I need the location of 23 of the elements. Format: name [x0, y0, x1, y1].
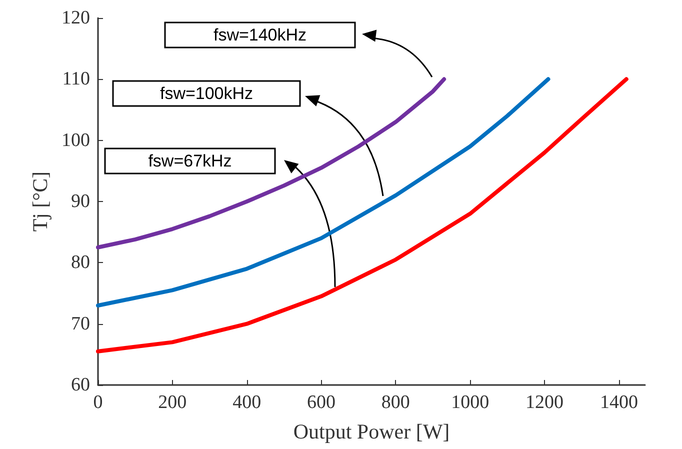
- x-tick-label: 1000: [451, 392, 490, 413]
- x-tick-label: 0: [93, 392, 103, 413]
- annotation: fsw=100kHz: [160, 84, 254, 103]
- x-tick-label: 600: [307, 392, 336, 413]
- y-axis-title: Tj [°C]: [28, 171, 52, 232]
- y-tick-label: 90: [71, 191, 90, 212]
- line-series: [96, 77, 446, 250]
- line-series: [96, 77, 550, 308]
- annotation: fsw=140kHz: [213, 26, 307, 44]
- x-tick-label: 400: [232, 392, 262, 413]
- line-series: [96, 77, 628, 354]
- y-tick-label: 110: [62, 68, 90, 90]
- x-tick-label: 800: [381, 392, 410, 413]
- x-axis-title: Output Power [W]: [293, 420, 450, 444]
- y-tick-label: 80: [71, 252, 90, 274]
- x-tick-label: 1200: [526, 392, 564, 413]
- y-tick-label: 120: [62, 8, 90, 28]
- y-tick-label: 70: [71, 313, 90, 334]
- y-tick-label: 60: [71, 374, 90, 396]
- annotation: fsw=67kHz: [148, 152, 232, 170]
- x-tick-label: 1400: [600, 392, 638, 413]
- x-tick-label: 200: [158, 392, 187, 413]
- y-tick-label: 100: [62, 130, 90, 151]
